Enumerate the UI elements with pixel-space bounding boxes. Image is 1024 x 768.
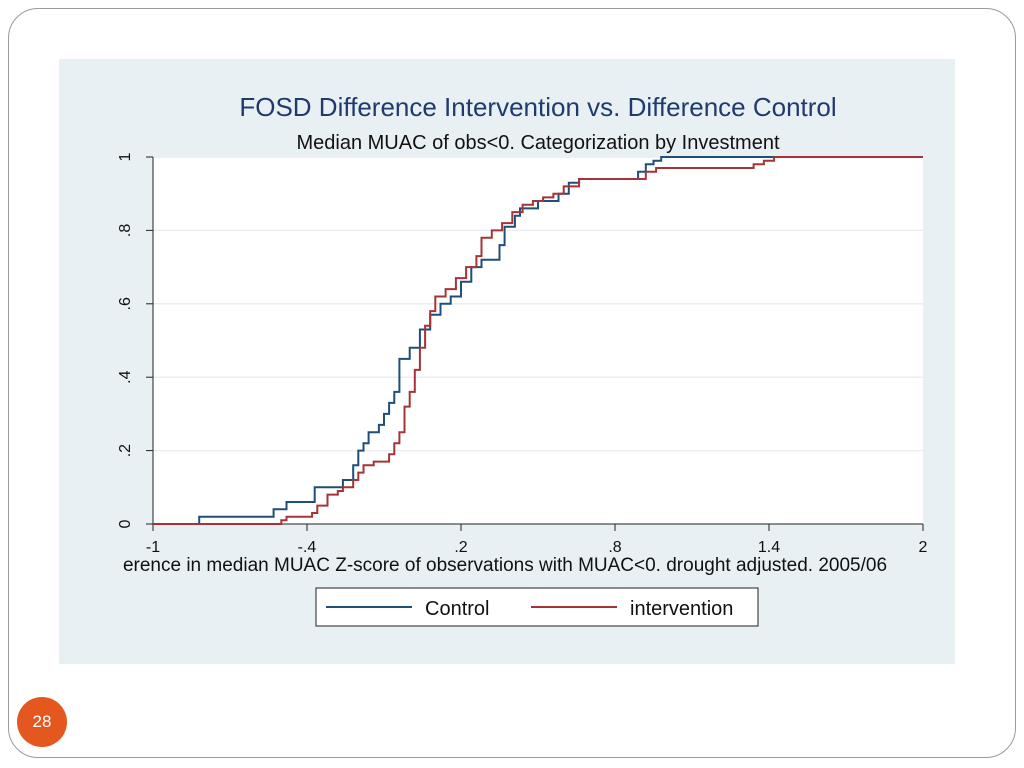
x-tick-label-2: .2 — [454, 539, 467, 556]
legend: Control intervention — [315, 587, 759, 627]
y-tick-label-1: .2 — [117, 444, 134, 457]
x-tick-label-5: 2 — [919, 539, 928, 556]
y-tick-label-0: 0 — [117, 519, 134, 528]
x-tick-label-0: -1 — [146, 539, 160, 556]
series-line-intervention — [153, 156, 923, 525]
y-tick-label-3: .6 — [117, 297, 134, 310]
legend-label-intervention: intervention — [630, 598, 733, 620]
y-tick-label-2: .4 — [117, 370, 134, 383]
series-lines — [153, 156, 923, 525]
x-tick-label-1: -.4 — [298, 539, 317, 556]
x-tick-label-3: .8 — [608, 539, 621, 556]
page-number: 28 — [32, 712, 52, 731]
legend-label-control: Control — [425, 598, 489, 620]
chart-title: FOSD Difference Intervention vs. Differe… — [239, 92, 836, 122]
x-axis-label: erence in median MUAC Z-score of observa… — [123, 555, 887, 576]
page-number-badge: 28 — [17, 697, 67, 747]
y-tick-label-5: 1 — [117, 152, 134, 161]
y-tick-label-4: .8 — [117, 224, 134, 237]
chart-subtitle: Median MUAC of obs<0. Categorization by … — [296, 132, 779, 154]
plot-area — [153, 157, 923, 524]
x-tick-label-4: 1.4 — [758, 539, 780, 556]
